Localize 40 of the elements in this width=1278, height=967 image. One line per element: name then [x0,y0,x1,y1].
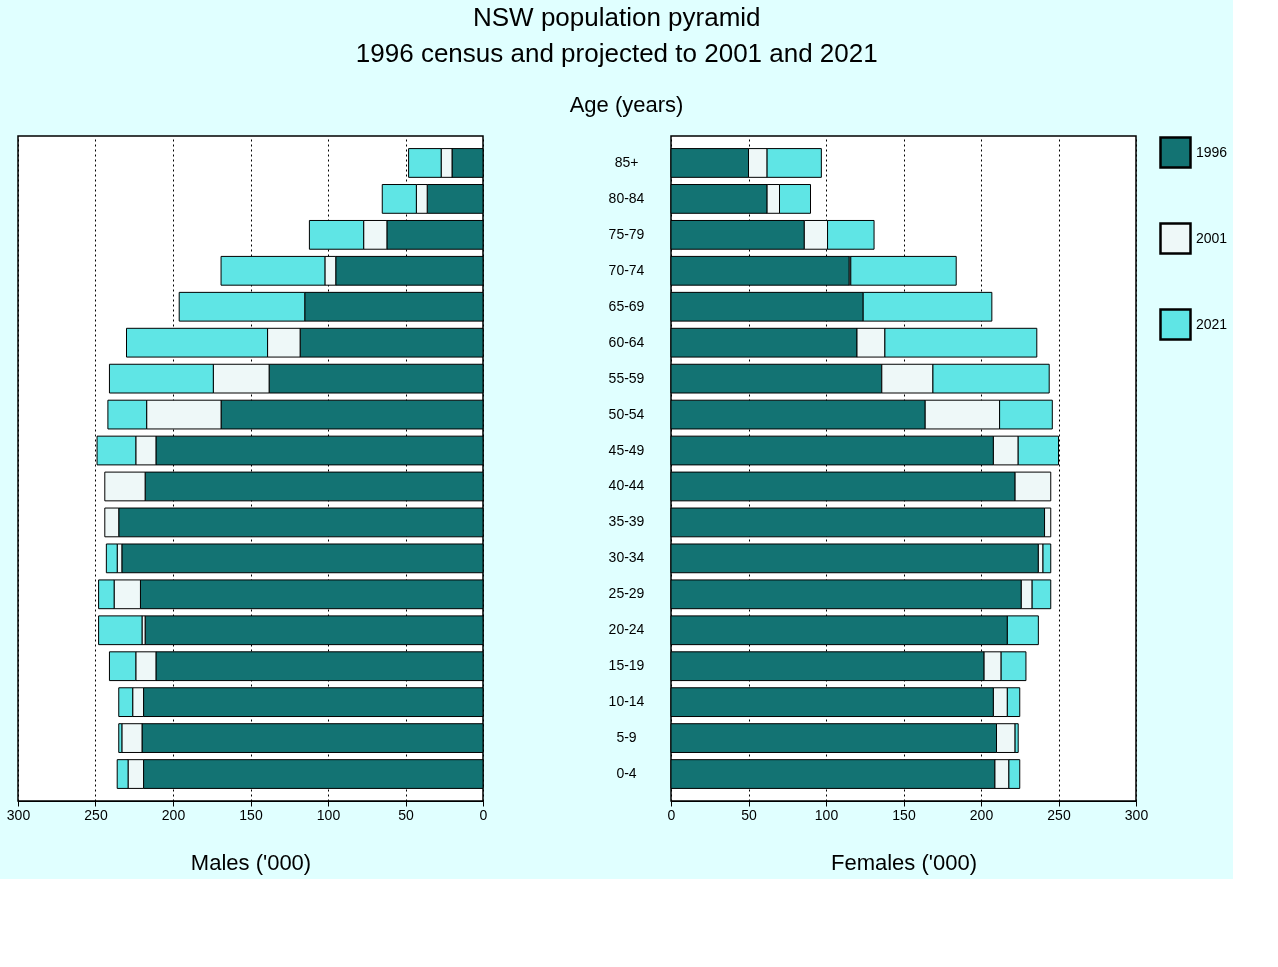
y-tick-label: 65-69 [608,297,645,314]
y-tick-label: 40-44 [608,477,645,494]
y-tick-label: 15-19 [608,657,645,674]
x-axis-title: Females ('000) [830,849,978,875]
legend-label: 2021 [1196,315,1228,332]
y-tick-label: 70-74 [608,261,645,278]
x-tick-label: 50 [398,806,414,823]
y-tick-label: 75-79 [608,225,645,242]
x-tick-label: 0 [667,806,676,823]
x-tick-label: 200 [161,806,186,823]
y-tick-label: 30-34 [608,549,645,566]
text: 1996 census and projected to 2001 and 2021 [355,38,878,69]
y-tick-label: 45-49 [608,441,645,458]
x-tick-label: 100 [316,806,341,823]
y-tick-label: 20-24 [608,621,645,638]
y-tick-label: 50-54 [608,405,645,422]
x-axis-title: Males ('000) [190,849,312,875]
y-tick-label: 10-14 [608,693,645,710]
y-axis-title: Age (years) [569,91,684,117]
y-tick-label: 80-84 [608,189,645,206]
y-tick-label: 0-4 [616,765,637,782]
x-tick-label: 50 [741,806,757,823]
x-tick-label: 150 [239,806,263,823]
y-tick-label: 60-64 [608,333,645,350]
x-tick-label: 300 [6,806,31,823]
x-tick-label: 300 [1124,806,1149,823]
text: NSW population pyramid [473,2,761,33]
x-tick-label: 150 [892,806,916,823]
y-tick-label: 25-29 [608,585,645,602]
x-tick-label: 100 [814,806,839,823]
legend-label: 2001 [1196,229,1228,246]
y-tick-label: 5-9 [616,729,637,746]
x-tick-label: 250 [1047,806,1071,823]
x-tick-label: 0 [479,806,488,823]
y-tick-label: 85+ [614,153,639,170]
y-tick-label: 55-59 [608,369,645,386]
x-tick-label: 250 [84,806,108,823]
legend-label: 1996 [1196,143,1228,160]
y-tick-label: 35-39 [608,513,645,530]
x-tick-label: 200 [969,806,994,823]
